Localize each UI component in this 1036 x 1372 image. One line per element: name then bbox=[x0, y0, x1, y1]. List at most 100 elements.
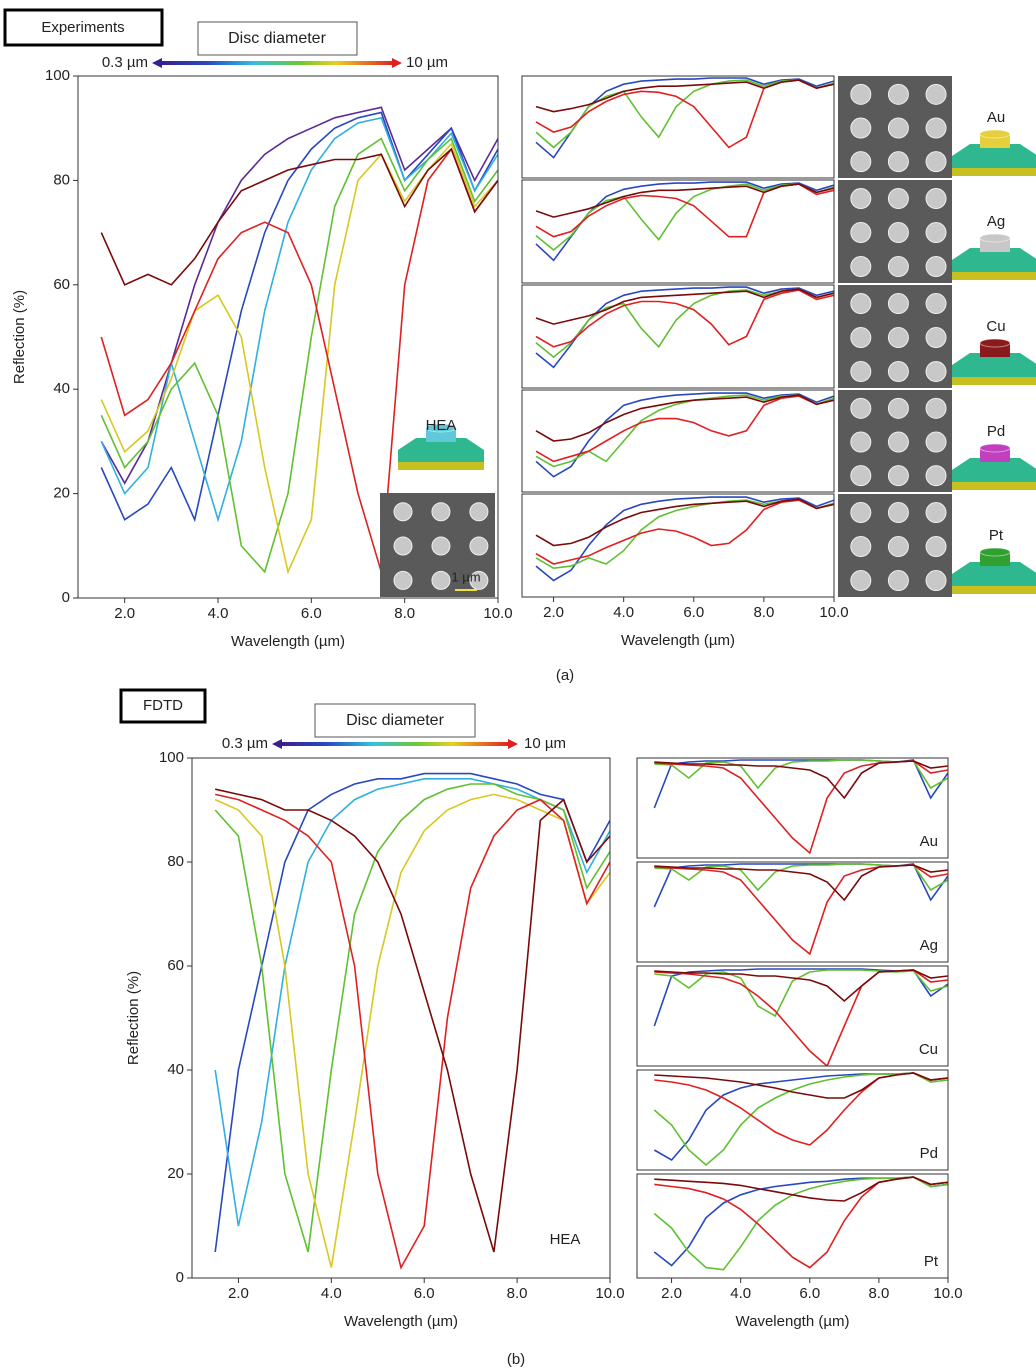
panel-header: Experiments bbox=[41, 19, 124, 36]
icon-substrate bbox=[952, 168, 1036, 176]
plot-frame bbox=[636, 1069, 949, 1171]
sem-disc bbox=[925, 327, 947, 349]
sem-disc bbox=[925, 293, 947, 315]
x-axis-label: Wavelength (µm) bbox=[344, 1313, 458, 1330]
y-tick-label: 100 bbox=[45, 67, 70, 84]
legend-max: 10 µm bbox=[524, 735, 566, 752]
sem-disc bbox=[925, 431, 947, 453]
icon-disc-top bbox=[979, 443, 1011, 453]
series-line bbox=[535, 289, 834, 348]
icon-substrate bbox=[952, 377, 1036, 385]
plot-frame bbox=[636, 965, 949, 1067]
y-tick-label: 80 bbox=[167, 853, 184, 870]
sem-disc bbox=[887, 502, 909, 524]
sem-disc bbox=[925, 151, 947, 173]
series-line bbox=[100, 147, 498, 573]
series-line bbox=[535, 499, 834, 565]
x-tick-label: 6.0 bbox=[301, 605, 322, 622]
plot-frame bbox=[521, 389, 835, 493]
series-line bbox=[535, 394, 834, 468]
series-line bbox=[535, 79, 834, 113]
x-tick-label: 8.0 bbox=[394, 605, 415, 622]
x-tick-label: 10.0 bbox=[595, 1285, 624, 1302]
plot-frame bbox=[521, 179, 835, 284]
x-axis-label: Wavelength (µm) bbox=[231, 633, 345, 650]
series-line bbox=[214, 772, 610, 1253]
series-line bbox=[535, 183, 834, 252]
legend-title: Disc diameter bbox=[228, 30, 326, 47]
plot-area bbox=[522, 390, 834, 492]
plot-frame bbox=[521, 284, 835, 389]
sem-disc bbox=[887, 117, 909, 139]
scale-label: 1 µm bbox=[451, 569, 480, 584]
sem-disc bbox=[925, 536, 947, 558]
sem-disc bbox=[925, 502, 947, 524]
sem-disc bbox=[887, 361, 909, 383]
sem-disc bbox=[925, 222, 947, 244]
annotation: Pt bbox=[989, 527, 1004, 544]
icon-disc-top bbox=[979, 233, 1011, 243]
sem-disc bbox=[887, 570, 909, 592]
sem-disc bbox=[850, 151, 872, 173]
series-line bbox=[535, 79, 834, 149]
y-tick-label: 0 bbox=[62, 589, 70, 606]
plot-frame bbox=[636, 1173, 949, 1279]
sem-disc bbox=[393, 502, 413, 522]
sem-disc bbox=[431, 502, 451, 522]
series-line bbox=[535, 395, 834, 463]
y-axis-label: Reflection (%) bbox=[125, 971, 142, 1065]
series-line bbox=[100, 111, 498, 523]
series-line bbox=[535, 288, 834, 325]
icon-base bbox=[952, 562, 1036, 586]
x-tick-label: 8.0 bbox=[507, 1285, 528, 1302]
sem-disc bbox=[887, 536, 909, 558]
series-line bbox=[100, 106, 498, 485]
sem-disc bbox=[887, 327, 909, 349]
plot-area bbox=[637, 1070, 948, 1170]
annotation: Ag bbox=[987, 213, 1005, 230]
sem-disc bbox=[850, 502, 872, 524]
series-line bbox=[654, 864, 948, 902]
sem-disc bbox=[393, 536, 413, 556]
annotation: Pt bbox=[924, 1253, 939, 1270]
series-line bbox=[535, 498, 834, 547]
x-tick-label: 10.0 bbox=[933, 1285, 962, 1302]
sem-disc bbox=[850, 361, 872, 383]
panel-header: FDTD bbox=[143, 697, 183, 714]
x-tick-label: 2.0 bbox=[661, 1285, 682, 1302]
x-tick-label: 6.0 bbox=[799, 1285, 820, 1302]
sem-disc bbox=[469, 570, 489, 590]
sem-disc bbox=[887, 465, 909, 487]
y-axis-label: Reflection (%) bbox=[11, 290, 28, 384]
x-axis-label: Wavelength (µm) bbox=[736, 1313, 850, 1330]
plot-area bbox=[522, 285, 834, 388]
sem-disc bbox=[887, 83, 909, 105]
header-box bbox=[3, 8, 164, 47]
plot-area bbox=[637, 1174, 948, 1278]
plot-area bbox=[637, 758, 948, 858]
legend-box bbox=[197, 21, 358, 56]
sem-disc bbox=[850, 431, 872, 453]
icon-base bbox=[952, 353, 1036, 377]
series-line bbox=[654, 1176, 948, 1202]
y-tick-label: 80 bbox=[53, 171, 70, 188]
plot-frame bbox=[636, 757, 949, 859]
x-tick-label: 10.0 bbox=[819, 604, 848, 621]
x-tick-label: 6.0 bbox=[414, 1285, 435, 1302]
x-tick-label: 8.0 bbox=[753, 604, 774, 621]
series-line bbox=[654, 1072, 948, 1099]
sem-disc bbox=[925, 465, 947, 487]
y-tick-label: 40 bbox=[167, 1061, 184, 1078]
y-tick-label: 60 bbox=[167, 957, 184, 974]
plot-frame bbox=[636, 861, 949, 963]
sem-disc bbox=[393, 570, 413, 590]
x-tick-label: 4.0 bbox=[321, 1285, 342, 1302]
y-tick-label: 60 bbox=[53, 276, 70, 293]
sem-disc bbox=[887, 431, 909, 453]
x-tick-label: 4.0 bbox=[208, 605, 229, 622]
sem-disc bbox=[431, 536, 451, 556]
sem-disc bbox=[925, 117, 947, 139]
x-tick-label: 2.0 bbox=[114, 605, 135, 622]
x-tick-label: 6.0 bbox=[683, 604, 704, 621]
